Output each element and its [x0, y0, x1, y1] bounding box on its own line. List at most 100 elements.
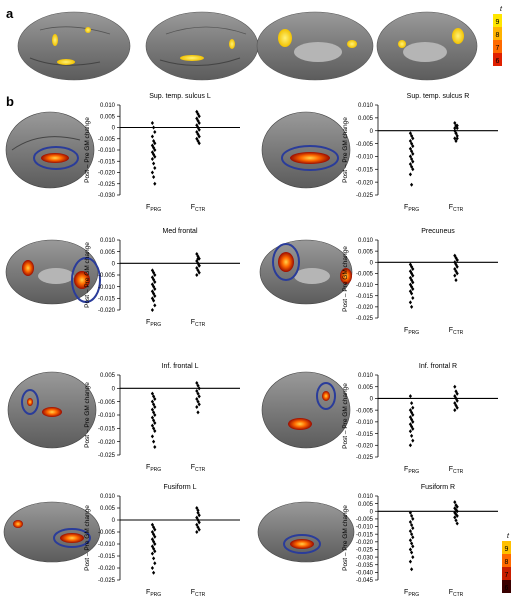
- x-category-label: FCTR: [191, 204, 206, 213]
- data-point: [150, 170, 154, 175]
- data-point: [453, 260, 457, 265]
- chart-2: Sup. temp. sulcus R 0.010 0.005 0 -0.005 -0.0…: [342, 93, 498, 213]
- data-point: [408, 300, 412, 305]
- y-tick-label: -0.025: [98, 453, 116, 459]
- colorbar-top-tick-8: 8: [496, 32, 500, 39]
- data-point: [195, 405, 199, 409]
- data-point: [195, 381, 199, 385]
- y-tick-label: -0.015: [356, 167, 374, 173]
- data-point: [410, 271, 414, 276]
- y-tick-label: -0.020: [98, 440, 116, 446]
- data-point: [197, 270, 201, 275]
- data-point: [150, 407, 154, 412]
- data-point: [408, 131, 412, 136]
- y-tick-label: -0.040: [356, 571, 374, 577]
- data-point: [153, 130, 157, 134]
- chart-title: Med frontal: [162, 228, 197, 235]
- y-axis-label: Post – Pre GM change: [342, 246, 349, 312]
- data-point: [152, 161, 156, 166]
- chart-title: Fusiform L: [163, 484, 196, 491]
- data-point: [453, 266, 457, 271]
- data-point: [408, 408, 412, 413]
- colorbar-top-cell-1: [493, 14, 502, 27]
- data-point: [411, 287, 415, 292]
- y-tick-label: 0: [112, 387, 116, 393]
- data-point: [454, 139, 458, 143]
- data-point: [453, 401, 457, 406]
- y-tick-label: -0.010: [98, 148, 116, 154]
- x-category-label: FPRG: [404, 589, 419, 598]
- y-axis-label: Post – Pre GM change: [84, 242, 91, 308]
- data-point: [408, 529, 412, 534]
- data-point: [455, 509, 459, 514]
- x-category-label: FCTR: [449, 204, 464, 213]
- data-point: [410, 133, 414, 138]
- data-point: [153, 445, 157, 449]
- data-point: [410, 278, 414, 283]
- y-tick-label: -0.015: [98, 297, 116, 303]
- data-point: [410, 433, 414, 438]
- chart-3: Med frontal 0.010 0.005 0 -0.005 -0.010 -0.015…: [84, 228, 240, 328]
- roi-circle: [21, 389, 39, 415]
- data-point: [150, 121, 154, 125]
- data-point: [197, 394, 201, 399]
- data-point: [453, 384, 457, 389]
- y-tick-label: 0.005: [100, 114, 116, 120]
- y-tick-label: 0.010: [100, 238, 116, 244]
- y-tick-label: 0.005: [358, 116, 374, 122]
- data-point: [410, 284, 414, 289]
- x-category-label: FCTR: [449, 589, 464, 598]
- data-point: [455, 258, 459, 263]
- roi-circle: [281, 145, 339, 171]
- data-point: [455, 391, 459, 396]
- data-point: [411, 516, 415, 521]
- data-point: [410, 164, 414, 169]
- data-point: [197, 402, 201, 407]
- data-point: [153, 397, 157, 401]
- data-point: [152, 570, 156, 575]
- chart-title: Sup. temp. sulcus R: [407, 93, 470, 100]
- y-tick-label: 0.010: [100, 103, 116, 109]
- data-point: [153, 561, 157, 566]
- data-point: [408, 415, 412, 420]
- y-tick-label: -0.015: [356, 294, 374, 300]
- y-tick-label: 0.010: [100, 494, 116, 500]
- colorbar-top-label: t: [500, 6, 503, 13]
- y-tick-label: 0.010: [358, 103, 374, 109]
- colorbar-top-tick-7: 7: [496, 45, 500, 52]
- chart-title: Inf. frontal L: [162, 363, 199, 370]
- x-category-label: FPRG: [146, 464, 161, 473]
- slice-med-frontal: [5, 239, 101, 305]
- data-point: [197, 127, 201, 132]
- y-tick-label: 0: [112, 518, 116, 524]
- data-point: [453, 273, 457, 278]
- data-point: [411, 159, 415, 164]
- data-point: [408, 275, 412, 280]
- data-point: [153, 303, 157, 308]
- y-tick-label: -0.005: [98, 530, 116, 536]
- data-point: [411, 405, 415, 410]
- data-point: [453, 126, 457, 131]
- data-point: [453, 510, 457, 515]
- y-tick-label: -0.005: [98, 400, 116, 406]
- x-category-label: FCTR: [449, 327, 464, 336]
- data-point: [411, 273, 415, 278]
- y-tick-label: -0.025: [356, 193, 374, 199]
- data-point: [454, 278, 458, 283]
- data-point: [153, 141, 157, 146]
- data-point: [153, 294, 157, 298]
- data-point: [411, 144, 415, 149]
- y-tick-label: -0.030: [98, 193, 116, 199]
- data-point: [410, 532, 414, 537]
- data-point: [197, 121, 201, 125]
- data-point: [150, 157, 154, 161]
- slice-inf-frontal-r: [261, 371, 351, 449]
- data-point: [153, 148, 157, 152]
- data-point: [455, 123, 459, 128]
- y-tick-label: -0.020: [356, 180, 374, 186]
- data-point: [453, 500, 457, 505]
- y-tick-label: -0.015: [98, 159, 116, 165]
- data-point: [455, 513, 459, 518]
- data-point: [196, 410, 200, 415]
- colorbar-top-cell-2: [493, 27, 502, 40]
